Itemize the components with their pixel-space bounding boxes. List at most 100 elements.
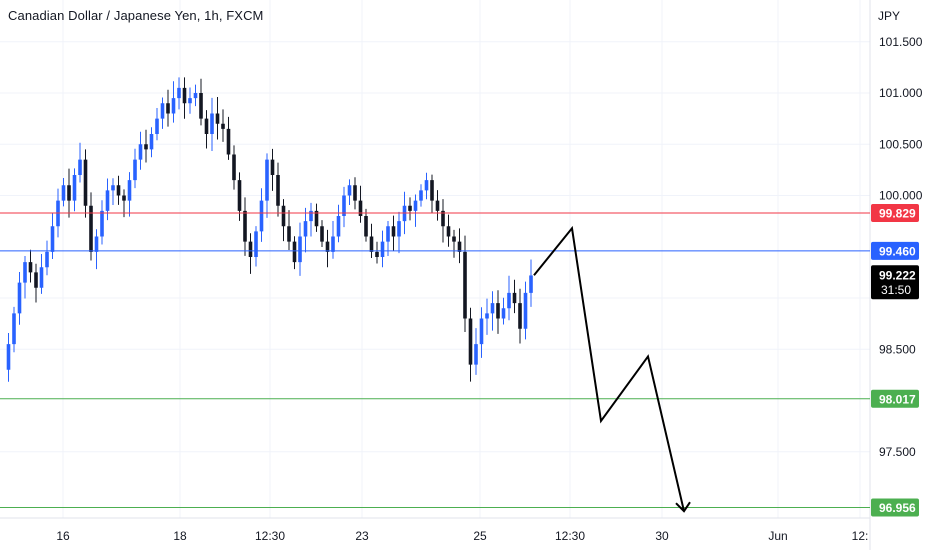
candle-body (358, 200, 363, 216)
candle-body (160, 103, 165, 119)
candle-body (94, 236, 99, 252)
symbol-title-text: Canadian Dollar / Japanese Yen, 1h, FXCM (8, 8, 264, 23)
level-tag-support (871, 498, 919, 517)
level-tag-resistance (871, 204, 919, 223)
candle-body (72, 175, 77, 201)
candle-body (479, 318, 484, 345)
x-tick-label: 30 (655, 529, 669, 543)
candle-body (39, 267, 44, 288)
candle-body (127, 180, 132, 201)
axis-currency-label: JPY (878, 9, 900, 23)
candle-body (155, 118, 159, 134)
x-tick-label: 23 (355, 529, 369, 543)
candle-body (518, 303, 522, 329)
candle-body (133, 159, 137, 181)
candle-body (336, 216, 341, 237)
last-price-tag (871, 265, 919, 300)
candles-group (6, 77, 533, 382)
symbol-title: Canadian Dollar / Japanese Yen, 1h, FXCM (8, 8, 264, 23)
candle-body (424, 180, 429, 191)
candle-body (122, 195, 126, 201)
candle-body (435, 200, 440, 211)
candle-body (144, 144, 148, 150)
candle-body (474, 344, 478, 365)
candle-body (375, 251, 379, 257)
candle-body (342, 195, 346, 216)
candle-body (281, 205, 286, 227)
candle-body (78, 159, 82, 175)
level-tag-pivot (871, 241, 919, 260)
candle-body (259, 200, 264, 232)
candle-body (265, 159, 269, 201)
candle-body (28, 262, 33, 273)
candle-body (116, 185, 121, 196)
candle-body (413, 200, 418, 211)
level-tag-label: 96.956 (879, 501, 916, 515)
candle-body (237, 180, 242, 211)
candle-body (325, 241, 330, 252)
candle-body (441, 210, 445, 227)
y-tick-label: 100.000 (879, 189, 923, 203)
last-price-label: 99.222 (879, 269, 916, 283)
projection-arrow-head (675, 501, 691, 513)
y-tick-label: 101.000 (879, 86, 923, 100)
candle-body (397, 221, 401, 237)
candle-body (452, 236, 456, 242)
candle-body (468, 318, 473, 365)
x-tick-label: 18 (173, 529, 187, 543)
candle-body (386, 226, 390, 242)
candle-body (188, 98, 192, 104)
y-tick-label: 97.500 (879, 445, 916, 459)
candle-body (12, 313, 16, 345)
candle-body (512, 292, 517, 304)
candle-body (298, 236, 302, 263)
candle-body (166, 103, 170, 114)
last-price-countdown: 31:50 (881, 283, 911, 297)
candle-body (204, 118, 209, 134)
candle-body (50, 226, 55, 252)
candle-body (89, 205, 93, 252)
level-tag-label: 99.829 (879, 207, 916, 221)
candle-body (67, 185, 71, 201)
candle-body (419, 190, 423, 201)
candle-body (490, 303, 495, 314)
x-tick-label: 12:30 (255, 529, 285, 543)
x-tick-label: 12:30 (555, 529, 585, 543)
candle-body (83, 159, 88, 206)
candle-body (347, 185, 352, 196)
candle-body (171, 98, 176, 114)
candle-body (287, 226, 291, 242)
candle-body (215, 113, 220, 124)
candle-body (309, 210, 313, 222)
candle-body (23, 262, 27, 283)
candle-body (314, 210, 319, 227)
candle-body (105, 190, 110, 211)
level-tag-label: 98.017 (879, 392, 916, 406)
candle-body (243, 210, 247, 242)
y-tick-label: 101.500 (879, 35, 923, 49)
candle-body (463, 251, 467, 319)
candle-body (446, 226, 451, 237)
candle-body (17, 282, 22, 314)
candle-body (226, 128, 231, 155)
candle-body (408, 205, 412, 211)
candle-body (320, 226, 324, 242)
level-tag-label: 99.460 (879, 244, 916, 258)
candle-body (149, 134, 154, 150)
candle-body (34, 272, 38, 288)
candle-body (292, 241, 297, 263)
candle-body (221, 123, 225, 129)
y-tick-label: 100.500 (879, 137, 923, 151)
candle-body (523, 292, 528, 329)
candle-body (270, 159, 275, 175)
candle-body (496, 303, 500, 319)
candle-body (485, 313, 489, 319)
candle-body (391, 226, 396, 237)
candle-body (529, 275, 533, 293)
candle-body (353, 185, 357, 201)
candle-body (6, 344, 11, 370)
x-tick-label: 16 (56, 529, 70, 543)
x-tick-label: 25 (473, 529, 487, 543)
